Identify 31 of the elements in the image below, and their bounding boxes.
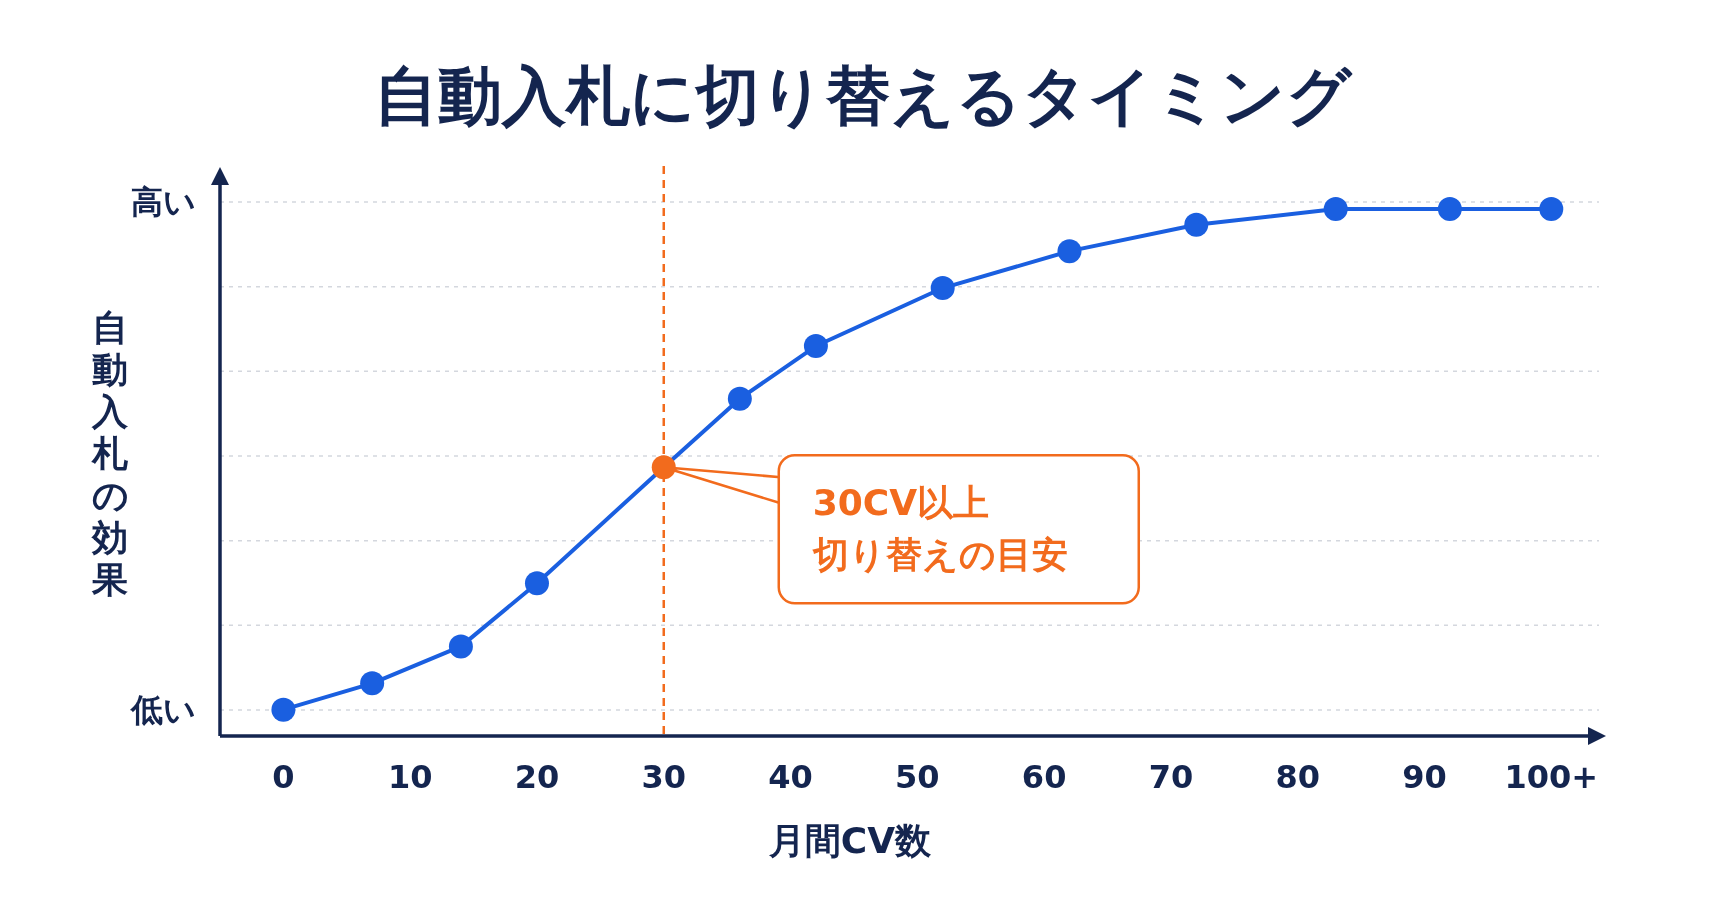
y-axis-title: 自動入札の効果 <box>91 307 129 600</box>
x-tick-label: 70 <box>1148 758 1194 796</box>
x-axis-title: 月間CV数 <box>767 820 933 861</box>
x-tick-label: 60 <box>1021 758 1067 796</box>
text: 高い <box>131 183 196 221</box>
point <box>803 334 828 359</box>
point <box>524 571 549 596</box>
x-tick-label: 40 <box>768 758 813 796</box>
point <box>1184 212 1209 237</box>
point <box>448 634 473 659</box>
x-tick-label: 20 <box>514 758 560 796</box>
point <box>727 386 752 411</box>
point <box>1323 197 1348 221</box>
x-tick-label: 50 <box>895 758 940 796</box>
x-tick-label: 100+ <box>1504 758 1599 796</box>
x-tick-label: 80 <box>1275 758 1320 796</box>
annotation: 30CV以上 <box>812 482 990 524</box>
point <box>1437 197 1462 221</box>
annotation: 切り替えの目安 <box>811 534 1068 576</box>
point <box>930 276 955 301</box>
text: 低い <box>129 691 196 729</box>
point <box>651 455 676 480</box>
x-tick-label: 90 <box>1402 758 1447 796</box>
point <box>271 697 296 722</box>
point <box>1057 239 1082 264</box>
point <box>360 671 385 696</box>
x-tick-label: 30 <box>641 758 687 796</box>
x-tick-label: 0 <box>272 758 295 796</box>
chart-title: 自動入札に切り替えるタイミング <box>374 59 1353 133</box>
x-tick-label: 10 <box>387 758 433 796</box>
point <box>1539 197 1564 221</box>
